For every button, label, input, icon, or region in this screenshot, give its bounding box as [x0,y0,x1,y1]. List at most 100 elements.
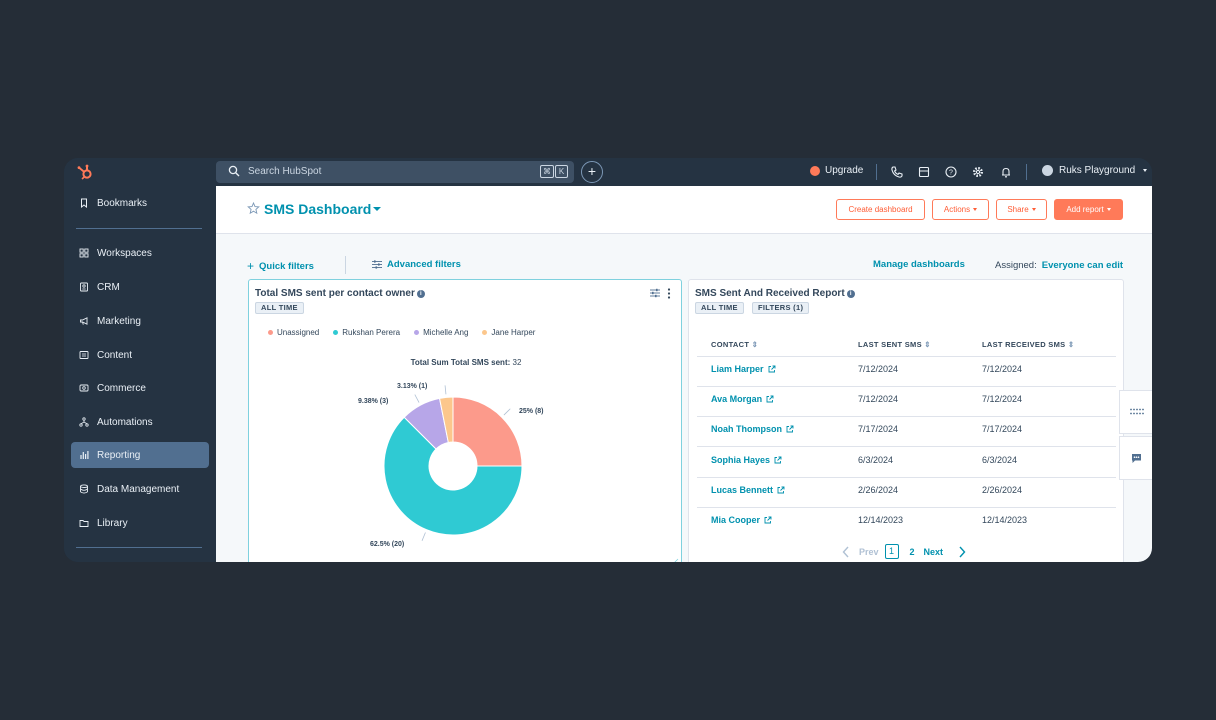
avatar [1042,165,1053,176]
sidebar-item-workspaces[interactable]: Workspaces [71,240,209,266]
settings-gear-icon[interactable] [971,165,985,179]
external-link-icon [786,425,794,433]
report-title: Total SMS sent per contact owner i [255,288,425,299]
resize-handle-icon[interactable] [670,557,679,562]
contact-link[interactable]: Ava Morgan [711,394,774,404]
report-card-sms-per-owner[interactable]: Total SMS sent per contact owner i ALL T… [248,279,682,562]
page-title[interactable]: SMS Dashboard [264,201,372,217]
chevron-left-icon[interactable] [842,546,850,558]
contact-link-text: Sophia Hayes [711,454,771,465]
pie-slice[interactable] [383,416,523,536]
pie-slice[interactable] [452,396,523,467]
sidebar-item-reporting[interactable]: Reporting [71,442,209,468]
report-title-text: SMS Sent And Received Report [695,288,845,299]
contact-link[interactable]: Mia Cooper [711,515,772,525]
column-header-last-sent[interactable]: LAST SENT SMS ⇕ [858,340,931,349]
external-link-icon [777,486,785,494]
legend-item[interactable]: Unassigned [268,328,319,337]
sidebar-item-crm[interactable]: CRM [71,274,209,300]
create-new-button[interactable]: + [581,161,603,183]
legend-item[interactable]: Michelle Ang [414,328,468,337]
right-panel-tab-apps[interactable] [1119,390,1152,434]
pie-data-label: 62.5% (20) [370,541,404,548]
external-link-icon [774,456,782,464]
last-received-cell-text: 12/14/2023 [982,515,1028,525]
sidebar-item-marketing[interactable]: Marketing [71,308,209,334]
chevron-down-icon [973,208,978,211]
sidebar-item-automations[interactable]: Automations [71,409,209,435]
page-2-button[interactable]: 2 [909,546,915,557]
content-icon [79,351,89,359]
last-sent-cell-text: 7/12/2024 [858,394,899,405]
report-card-sms-sent-received[interactable]: SMS Sent And Received Report i ALL TIME … [688,279,1124,562]
contact-link[interactable]: Liam Harper [711,364,776,374]
share-button[interactable]: Share [996,199,1047,220]
last-received-cell: 7/17/2024 [982,424,1022,434]
phone-icon[interactable] [890,165,904,179]
sidebar-item-label: Reporting [97,449,141,461]
marketplace-icon[interactable] [917,165,931,179]
sort-icon: ⇕ [751,340,759,349]
column-header-last-received[interactable]: LAST RECEIVED SMS ⇕ [982,340,1074,349]
account-menu[interactable]: Ruks Playground [1042,165,1148,176]
sidebar-item-bookmarks[interactable]: Bookmarks [71,190,209,216]
last-received-cell: 7/12/2024 [982,364,1022,374]
create-dashboard-button[interactable]: Create dashboard [836,199,925,220]
search-bar[interactable]: Search HubSpot ⌘ K [216,161,574,183]
prev-page-button[interactable]: Prev [859,546,879,557]
chevron-down-icon[interactable] [373,207,381,211]
info-icon[interactable]: i [416,289,425,298]
page-1-button[interactable]: 1 [884,544,899,559]
favorite-star-icon[interactable] [247,202,260,215]
report-title: SMS Sent And Received Report i [695,288,855,299]
actions-button[interactable]: Actions [932,199,989,220]
chevron-right-icon[interactable] [958,546,966,558]
chart-total-label: Total Sum Total SMS sent: [410,358,511,367]
next-page-button[interactable]: Next [923,546,944,557]
upgrade-icon [810,165,820,176]
legend-label: Unassigned [277,328,320,337]
last-sent-cell: 12/14/2023 [858,515,903,525]
hubspot-logo-icon[interactable] [76,163,94,181]
upgrade-button[interactable]: Upgrade [810,165,863,176]
last-received-cell: 12/14/2023 [982,515,1027,525]
contact-link[interactable]: Lucas Bennett [711,485,785,495]
add-report-button[interactable]: Add report [1054,199,1123,220]
quick-filters-button[interactable]: + Quick filters [247,259,314,273]
contact-link[interactable]: Sophia Hayes [711,455,782,465]
contact-link[interactable]: Noah Thompson [711,424,794,434]
apps-grid-icon [1130,408,1144,415]
filters-tag[interactable]: FILTERS (1) [752,302,810,314]
share-label: Share [1007,205,1029,214]
assigned-value-link[interactable]: Everyone can edit [1041,260,1124,271]
manage-dashboards-link[interactable]: Manage dashboards [873,259,965,270]
sidebar-item-label: Workspaces [97,247,152,259]
column-header-contact[interactable]: CONTACT ⇕ [711,340,758,349]
help-icon[interactable]: ? [944,165,958,179]
bookmark-icon [81,198,87,208]
last-received-cell-text: 2/26/2024 [982,484,1023,495]
last-sent-cell-text: 7/17/2024 [858,424,899,435]
sidebar-item-data-management[interactable]: Data Management [71,476,209,502]
last-sent-cell-text: 2/26/2024 [858,484,899,495]
last-sent-cell: 7/17/2024 [858,424,898,434]
actions-label: Actions [943,205,971,214]
sidebar-item-commerce[interactable]: Commerce [71,375,209,401]
contact-link-text: Noah Thompson [711,424,782,435]
search-icon [228,165,240,177]
report-filter-icon[interactable] [650,288,660,298]
legend-item[interactable]: Jane Harper [482,328,535,337]
info-icon[interactable]: i [846,289,855,298]
more-options-icon[interactable] [667,288,671,299]
external-link-icon [768,365,775,373]
pie-slice[interactable] [438,396,454,444]
sidebar-item-content[interactable]: Content [71,342,209,368]
chart-legend: Unassigned Rukshan Perera Michelle Ang Jane… [268,328,535,337]
advanced-filters-button[interactable]: Advanced filters [372,259,461,270]
last-sent-cell: 7/12/2024 [858,394,898,404]
sidebar-item-library[interactable]: Library [71,510,209,536]
legend-item[interactable]: Rukshan Perera [333,328,400,337]
right-panel-tab-chat[interactable] [1119,436,1152,480]
notifications-bell-icon[interactable] [999,165,1013,179]
nav-divider [876,164,877,180]
